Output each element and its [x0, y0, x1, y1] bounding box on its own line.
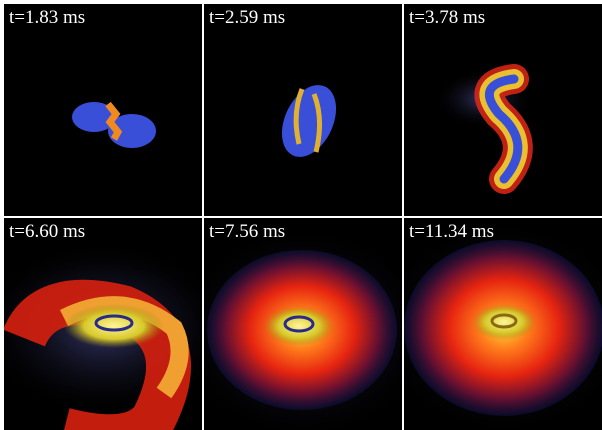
- render: [404, 4, 602, 216]
- figure: t=1.83 ms t=2.59 ms t=3.78 ms t=6.60 ms …: [4, 4, 602, 430]
- time-label: t=2.59 ms: [209, 7, 285, 29]
- time-label: t=1.83 ms: [9, 7, 85, 29]
- time-label: t=3.78 ms: [409, 7, 485, 29]
- panel: t=11.34 ms: [404, 218, 602, 430]
- render: [4, 218, 202, 430]
- panel: t=2.59 ms: [204, 4, 402, 216]
- time-label: t=6.60 ms: [9, 221, 85, 243]
- panel: t=7.56 ms: [204, 218, 402, 430]
- panel: t=6.60 ms: [4, 218, 202, 430]
- render: [204, 218, 402, 430]
- render: [204, 4, 402, 216]
- page: {"panels": [{"label": "t=1.83 ms"}, {"la…: [0, 0, 602, 430]
- panel: t=1.83 ms: [4, 4, 202, 216]
- render: [404, 218, 602, 430]
- time-label: t=7.56 ms: [209, 221, 285, 243]
- time-label: t=11.34 ms: [409, 221, 494, 243]
- panel: t=3.78 ms: [404, 4, 602, 216]
- render: [4, 4, 202, 216]
